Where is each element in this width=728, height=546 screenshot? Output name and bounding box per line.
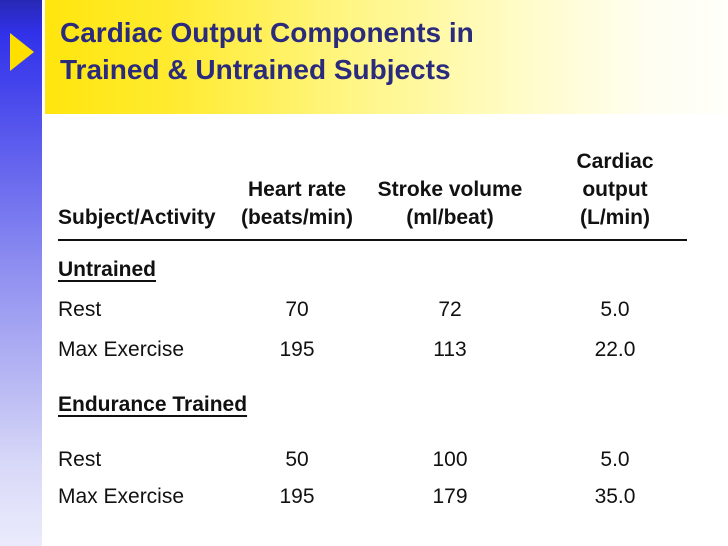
- section-header-untrained: Untrained: [58, 258, 687, 282]
- table-header-row: Subject/Activity Heart rate (beats/min) …: [58, 148, 687, 241]
- section-header-untrained-label: Untrained: [58, 258, 157, 281]
- cell-stroke-volume: 72: [438, 298, 462, 321]
- col-header-heart-rate-units: (beats/min): [240, 206, 353, 229]
- section-header-endurance-trained: Endurance Trained: [58, 393, 687, 417]
- cell-heart-rate: 70: [285, 298, 309, 321]
- col-header-stroke-volume: Stroke volume (ml/beat): [357, 176, 543, 232]
- table-row-untrained-rest: Rest 70 72 5.0: [58, 298, 687, 322]
- cell-stroke-volume: 179: [432, 485, 468, 508]
- cell-stroke-volume: 100: [432, 448, 468, 471]
- col-header-heart-rate: Heart rate (beats/min): [237, 176, 357, 232]
- slide-title-line1: Cardiac Output Components in: [60, 17, 474, 48]
- cell-cardiac-output: 22.0: [594, 338, 636, 361]
- cell-heart-rate: 195: [279, 485, 315, 508]
- col-header-cardiac-output-line1: Cardiac output: [576, 150, 654, 201]
- data-table: Subject/Activity Heart rate (beats/min) …: [58, 148, 687, 509]
- cell-heart-rate: 50: [285, 448, 309, 471]
- cell-heart-rate: 195: [279, 338, 315, 361]
- left-accent-bar: [0, 0, 42, 546]
- cell-cardiac-output: 5.0: [600, 448, 630, 471]
- col-header-stroke-volume-units: (ml/beat): [406, 206, 494, 229]
- col-header-heart-rate-line1: Heart rate: [247, 178, 347, 201]
- slide-title: Cardiac Output Components in Trained & U…: [45, 0, 728, 88]
- slide-title-line2: Trained & Untrained Subjects: [60, 54, 451, 85]
- section-header-endurance-trained-label: Endurance Trained: [58, 393, 248, 416]
- col-header-subject-activity: Subject/Activity: [58, 206, 216, 229]
- table-row-trained-rest: Rest 50 100 5.0: [58, 448, 687, 472]
- col-header-cardiac-output: Cardiac output (L/min): [543, 148, 687, 232]
- cell-activity: Max Exercise: [58, 485, 185, 508]
- cell-stroke-volume: 113: [433, 338, 467, 361]
- table-row-trained-max-exercise: Max Exercise 195 179 35.0: [58, 485, 687, 509]
- col-header-stroke-volume-line1: Stroke volume: [377, 178, 523, 201]
- arrow-bullet-icon: [10, 33, 34, 71]
- table-row-untrained-max-exercise: Max Exercise 195 113 22.0: [58, 338, 687, 362]
- title-band: Cardiac Output Components in Trained & U…: [45, 0, 728, 114]
- cell-cardiac-output: 35.0: [594, 485, 636, 508]
- cell-activity: Max Exercise: [58, 338, 185, 361]
- cell-activity: Rest: [58, 448, 102, 471]
- cell-cardiac-output: 5.0: [600, 298, 630, 321]
- cell-activity: Rest: [58, 298, 102, 321]
- col-header-cardiac-output-units: (L/min): [580, 206, 650, 229]
